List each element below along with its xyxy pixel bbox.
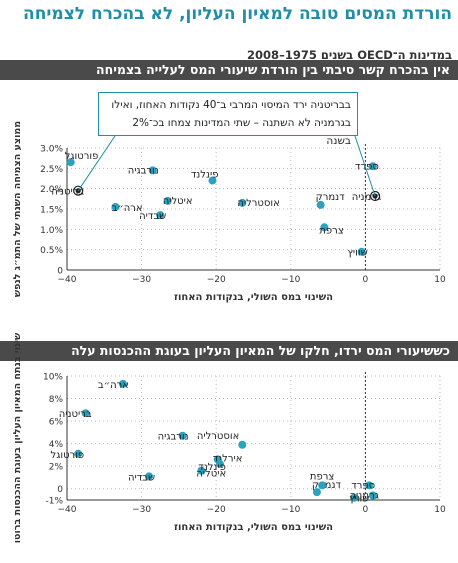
share-point — [350, 493, 359, 502]
growth-xtick-label: −20 — [207, 275, 226, 285]
share-x-axis-title: השינוי במס השולי, בנקודות האחוז — [174, 522, 333, 533]
share-xtick-label: −40 — [58, 505, 77, 515]
share-point — [312, 488, 321, 497]
share-xtick-label: 10 — [434, 505, 446, 515]
growth-point-label: שבדיה — [139, 211, 166, 222]
growth-point — [156, 211, 165, 220]
share-ytick-label: 4% — [49, 440, 64, 450]
share-point — [365, 481, 374, 490]
share-point-label: שוויץ — [349, 494, 369, 505]
share-point-label: בריטניה — [59, 409, 92, 420]
growth-ytick-label: 3.0% — [40, 145, 63, 155]
growth-xtick-label: −40 — [58, 275, 77, 285]
share-point — [197, 466, 206, 475]
growth-point-label: פינלנד — [191, 170, 219, 181]
share-xtick-label: −20 — [207, 505, 226, 515]
share-ytick-label: 2% — [49, 463, 64, 473]
share-point — [145, 472, 154, 481]
growth-point-label: שוויץ — [347, 248, 367, 259]
chart1-title: אין בהכרח קשר סיבתי בין הורדת שיעורי המס… — [0, 60, 458, 80]
growth-point — [163, 196, 172, 205]
share-point — [178, 431, 187, 440]
chart2-title: כששיעורי המס ירדו, חלקו של המאיון העליון… — [0, 341, 458, 361]
share-ytick-label: 8% — [49, 395, 64, 405]
share-point-label: שבדיה — [128, 472, 155, 483]
share-point — [318, 481, 327, 490]
growth-point-label: דנמרק — [316, 192, 346, 203]
share-point-label: ארה״ב — [98, 380, 129, 391]
share-point-label: גרמניה — [350, 490, 379, 501]
growth-xtick-label: −10 — [281, 275, 300, 285]
share-point-label: פורטוגל — [51, 450, 85, 461]
growth-point-label: ספרד — [355, 161, 379, 172]
growth-point — [320, 223, 329, 232]
growth-xtick-label: −30 — [132, 275, 151, 285]
share-y-axis-title: שינוי בנתח המאיון העליון בעוגת ההכנסות ב… — [12, 332, 23, 543]
growth-ytick-label: 1.5% — [40, 206, 63, 216]
growth-ytick-label: 1.0% — [40, 226, 63, 236]
share-point — [81, 409, 90, 418]
share-point-label: אוסטרליה — [197, 431, 239, 442]
growth-point — [316, 200, 325, 209]
growth-point-label: איטליה — [163, 196, 193, 207]
page-subtitle: במדינות ה־OECD בשנים 1975–2008 — [247, 48, 452, 62]
share-ytick-label: 6% — [49, 418, 64, 428]
growth-y-axis-title: ממוצע הצמיחה השנתי של התמ״ג לנפש — [12, 121, 23, 297]
share-point-label: ספרד — [351, 480, 375, 491]
growth-point — [238, 198, 247, 207]
growth-point — [208, 176, 217, 185]
growth-point — [368, 162, 377, 171]
share-ytick-label: 10% — [43, 373, 63, 383]
share-ytick-label: 0 — [57, 485, 63, 495]
growth-point — [357, 247, 366, 256]
callout-leader-line — [77, 135, 116, 191]
share-point-label: איטליה — [196, 469, 226, 480]
share-point — [118, 379, 127, 388]
page-title: הורדת המסים טובה למאיון העליון, לא בהכרח… — [23, 4, 452, 24]
share-point-label: נורבגיה — [158, 432, 189, 443]
growth-xtick-label: 10 — [434, 275, 446, 285]
share-point-label: צרפת — [310, 471, 334, 482]
share-point — [238, 440, 247, 449]
growth-point — [111, 202, 120, 211]
growth-point-label: אוסטרליה — [237, 198, 279, 209]
growth-ytick-label: 0.5% — [40, 246, 63, 256]
share-xtick-label: 0 — [363, 505, 369, 515]
growth-point-label: גרמניה — [352, 192, 381, 203]
growth-point — [148, 166, 157, 175]
growth-ytick-label: 2.5% — [40, 165, 63, 175]
share-xtick-label: −10 — [281, 505, 300, 515]
britain-germany-callout: בבריטניה ירד המיסוי המרבי ב־40 נקודות הא… — [98, 92, 358, 147]
growth-point-label: צרפת — [319, 225, 343, 236]
growth-point-label: בריטניה — [51, 187, 84, 198]
share-point-label: פינלנד — [198, 462, 226, 473]
share-ytick-label: -1% — [45, 497, 63, 507]
share-point-label: אירלנד — [213, 453, 243, 464]
share-point — [215, 459, 224, 468]
growth-xtick-label: 0 — [363, 275, 369, 285]
growth-x-axis-title: השינוי במס השולי, בנקודות האחוז — [174, 292, 333, 303]
share-point — [368, 491, 377, 500]
growth-point — [66, 158, 75, 167]
share-point-label: דנמרק — [312, 480, 342, 491]
callout-leader-line — [354, 135, 376, 197]
share-point — [74, 449, 83, 458]
growth-point-label: פורטוגל — [65, 151, 99, 162]
growth-ytick-label: 0 — [57, 267, 63, 277]
growth-point-label: נורבגיה — [128, 165, 159, 176]
growth-point-label: ארה״ב — [111, 203, 142, 214]
growth-ytick-label: 2.0% — [40, 185, 63, 195]
share-xtick-label: −30 — [132, 505, 151, 515]
